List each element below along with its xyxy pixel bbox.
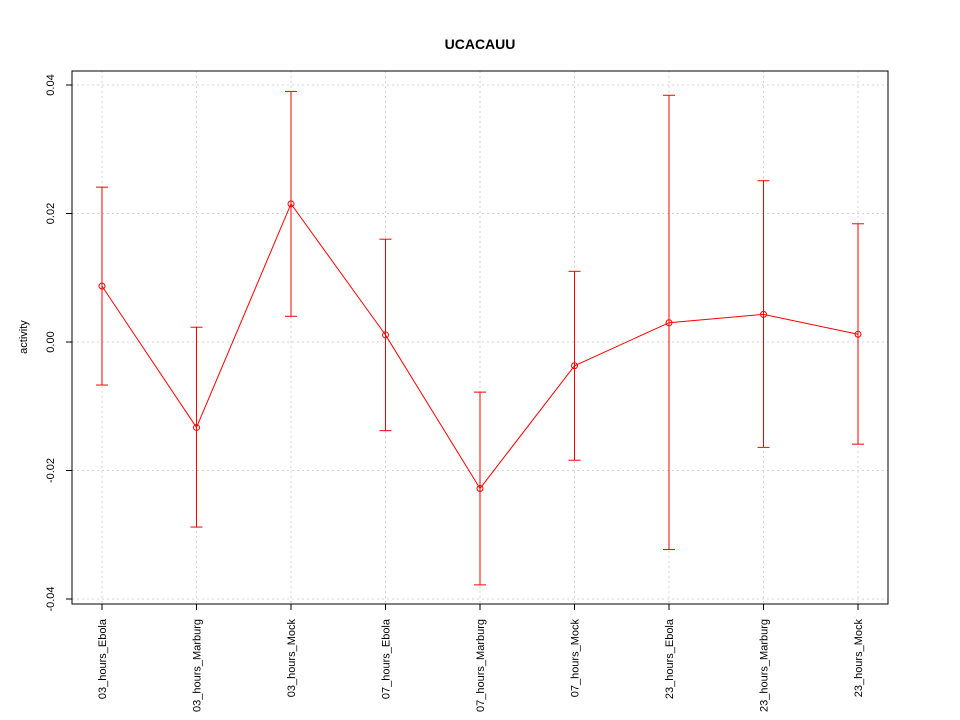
- y-tick-label: -0.04: [45, 586, 57, 611]
- y-tick-label: -0.02: [45, 458, 57, 483]
- data-point: [760, 310, 767, 318]
- data-point: [382, 331, 389, 339]
- series-line: [101, 202, 859, 490]
- y-tick-label: 0.02: [45, 203, 57, 224]
- y-tick-label: 0.04: [45, 74, 57, 95]
- data-point: [854, 330, 862, 338]
- data-point: [193, 423, 200, 431]
- y-axis-label: activity: [18, 320, 30, 354]
- x-tick-label: 03_hours_Mock: [286, 619, 298, 698]
- series: [98, 200, 862, 492]
- chart-title: UCACAUU: [445, 36, 516, 52]
- x-tick-label: 23_hours_Ebola: [664, 618, 676, 699]
- x-tick-label: 07_hours_Mock: [570, 619, 582, 698]
- x-tick-label: 07_hours_Marburg: [475, 619, 487, 712]
- x-tick-label: 03_hours_Marburg: [192, 619, 204, 712]
- y-tick-label: 0.00: [45, 331, 57, 352]
- x-tick-label: 23_hours_Mock: [853, 619, 865, 698]
- x-axis: 03_hours_Ebola 03_hours_Marburg 03_hours_M…: [97, 604, 865, 712]
- y-axis: -0.04 -0.02 0.00 0.02 0.04: [45, 74, 72, 612]
- x-tick-label: 03_hours_Ebola: [97, 618, 109, 699]
- data-point: [665, 319, 673, 327]
- data-point: [287, 200, 295, 208]
- data-point: [571, 362, 578, 370]
- data-point: [476, 484, 484, 492]
- x-tick-label: 07_hours_Ebola: [381, 618, 393, 699]
- data-point: [98, 282, 106, 290]
- error-bars: [96, 90, 864, 586]
- x-tick-label: 23_hours_Marburg: [759, 619, 771, 712]
